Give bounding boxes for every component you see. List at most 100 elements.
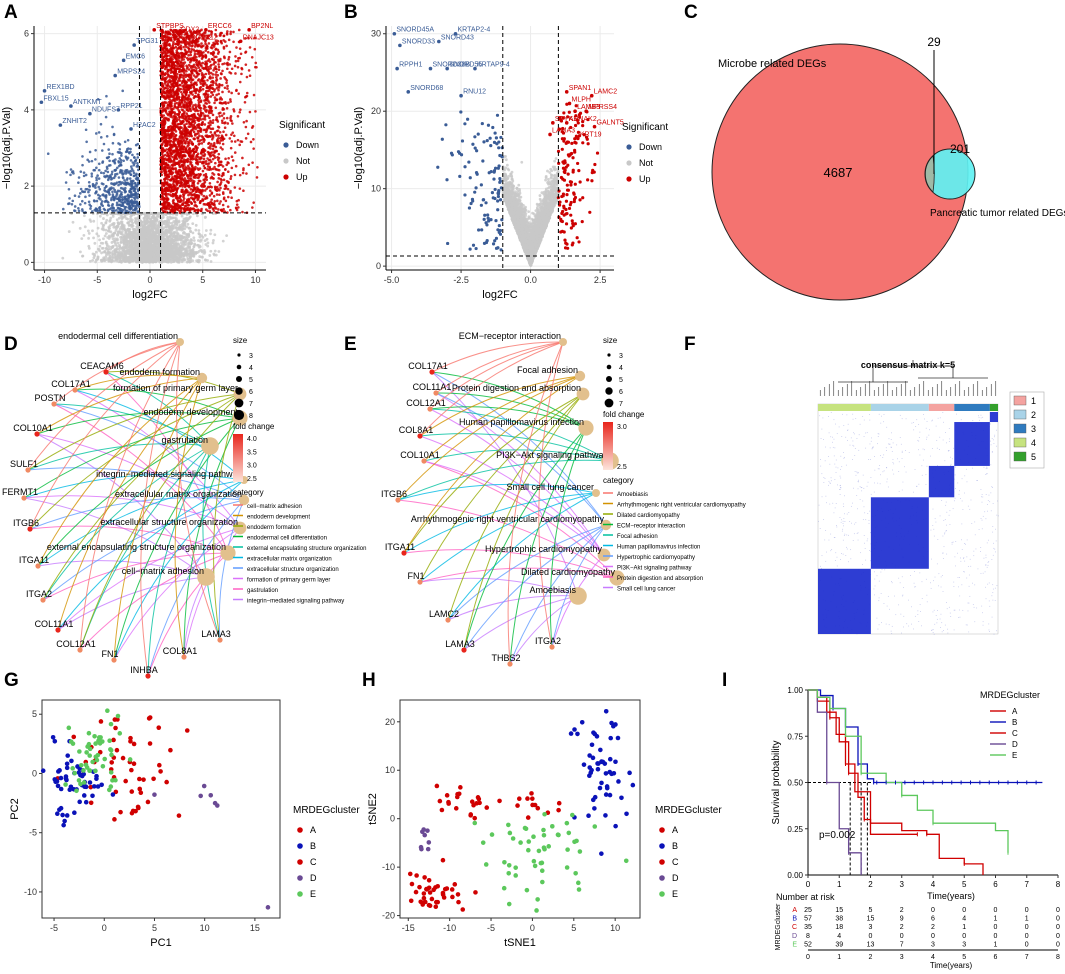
point-up — [184, 182, 188, 186]
point-up — [215, 149, 219, 153]
point-up — [199, 109, 202, 112]
point-not — [192, 239, 196, 242]
point-not — [116, 221, 120, 224]
point-up — [213, 88, 217, 91]
point-up — [222, 34, 226, 38]
point-not — [221, 239, 225, 243]
point-not — [156, 248, 160, 252]
point-not — [104, 255, 107, 259]
point-up — [238, 47, 242, 50]
point-not — [104, 221, 108, 225]
point-not — [114, 229, 118, 232]
point-not — [117, 260, 121, 264]
point-not — [161, 215, 165, 219]
point-not — [175, 235, 179, 239]
point-up — [180, 126, 183, 129]
point-not — [173, 249, 176, 253]
point-up — [231, 122, 234, 125]
point-up — [215, 78, 219, 81]
point-not — [88, 218, 92, 222]
point-not — [128, 223, 131, 227]
point-not — [111, 215, 115, 218]
point-not — [166, 215, 170, 219]
point-not — [133, 248, 137, 252]
point-not — [175, 259, 179, 263]
point-up — [178, 115, 182, 119]
point-up — [193, 125, 197, 129]
point-up — [234, 164, 238, 168]
point-up — [198, 88, 202, 91]
point-up — [192, 74, 196, 77]
point-up — [214, 145, 218, 149]
point-not — [150, 254, 153, 258]
point-up — [182, 45, 185, 49]
point-up — [253, 47, 257, 51]
point-not — [171, 245, 174, 249]
point-up — [215, 70, 218, 74]
point-not — [141, 256, 145, 259]
point-not — [113, 237, 117, 241]
point-not — [198, 235, 202, 239]
point-up — [200, 28, 203, 32]
point-not — [172, 220, 176, 223]
point-not — [157, 221, 161, 225]
point-not — [148, 237, 152, 241]
point-not — [187, 241, 191, 245]
point-up — [226, 84, 229, 88]
point-up — [226, 87, 229, 90]
point-up — [252, 137, 255, 141]
point-up — [210, 63, 213, 67]
point-not — [142, 235, 146, 238]
point-up — [193, 52, 197, 56]
point-not — [154, 260, 158, 263]
point-not — [116, 238, 119, 242]
point-up — [208, 189, 212, 192]
point-not — [187, 217, 191, 220]
point-up — [197, 66, 201, 69]
point-not — [212, 252, 216, 256]
point-up — [235, 88, 238, 92]
point-not — [126, 258, 129, 261]
point-up — [213, 199, 217, 203]
point-up — [210, 191, 214, 195]
point-not — [125, 217, 128, 220]
point-not — [176, 248, 180, 252]
point-not — [204, 229, 208, 232]
point-not — [185, 237, 188, 240]
point-up — [237, 92, 240, 95]
point-not — [141, 241, 145, 245]
point-not — [111, 245, 115, 249]
point-up — [247, 163, 251, 167]
point-up — [207, 42, 211, 45]
point-not — [121, 256, 125, 260]
point-up — [201, 135, 205, 139]
point-not — [94, 260, 97, 264]
point-up — [238, 80, 242, 84]
point-not — [108, 251, 112, 255]
point-not — [119, 252, 123, 256]
point-not — [78, 226, 82, 230]
point-up — [225, 44, 228, 48]
point-up — [211, 93, 215, 97]
point-up — [189, 109, 193, 113]
point-up — [179, 120, 182, 123]
point-not — [184, 242, 188, 246]
point-up — [202, 157, 206, 161]
point-up — [208, 181, 212, 185]
point-not — [186, 222, 190, 226]
point-up — [170, 210, 173, 213]
point-not — [105, 218, 109, 222]
point-up — [193, 204, 196, 207]
point-not — [149, 241, 153, 245]
point-not — [119, 231, 123, 235]
point-up — [226, 195, 230, 199]
point-not — [107, 247, 110, 251]
point-up — [244, 125, 248, 129]
point-not — [185, 233, 189, 236]
point-not — [198, 245, 202, 249]
point-up — [227, 156, 230, 160]
point-up — [216, 42, 219, 46]
point-up — [195, 55, 198, 59]
point-not — [166, 218, 170, 221]
point-up — [218, 130, 222, 134]
